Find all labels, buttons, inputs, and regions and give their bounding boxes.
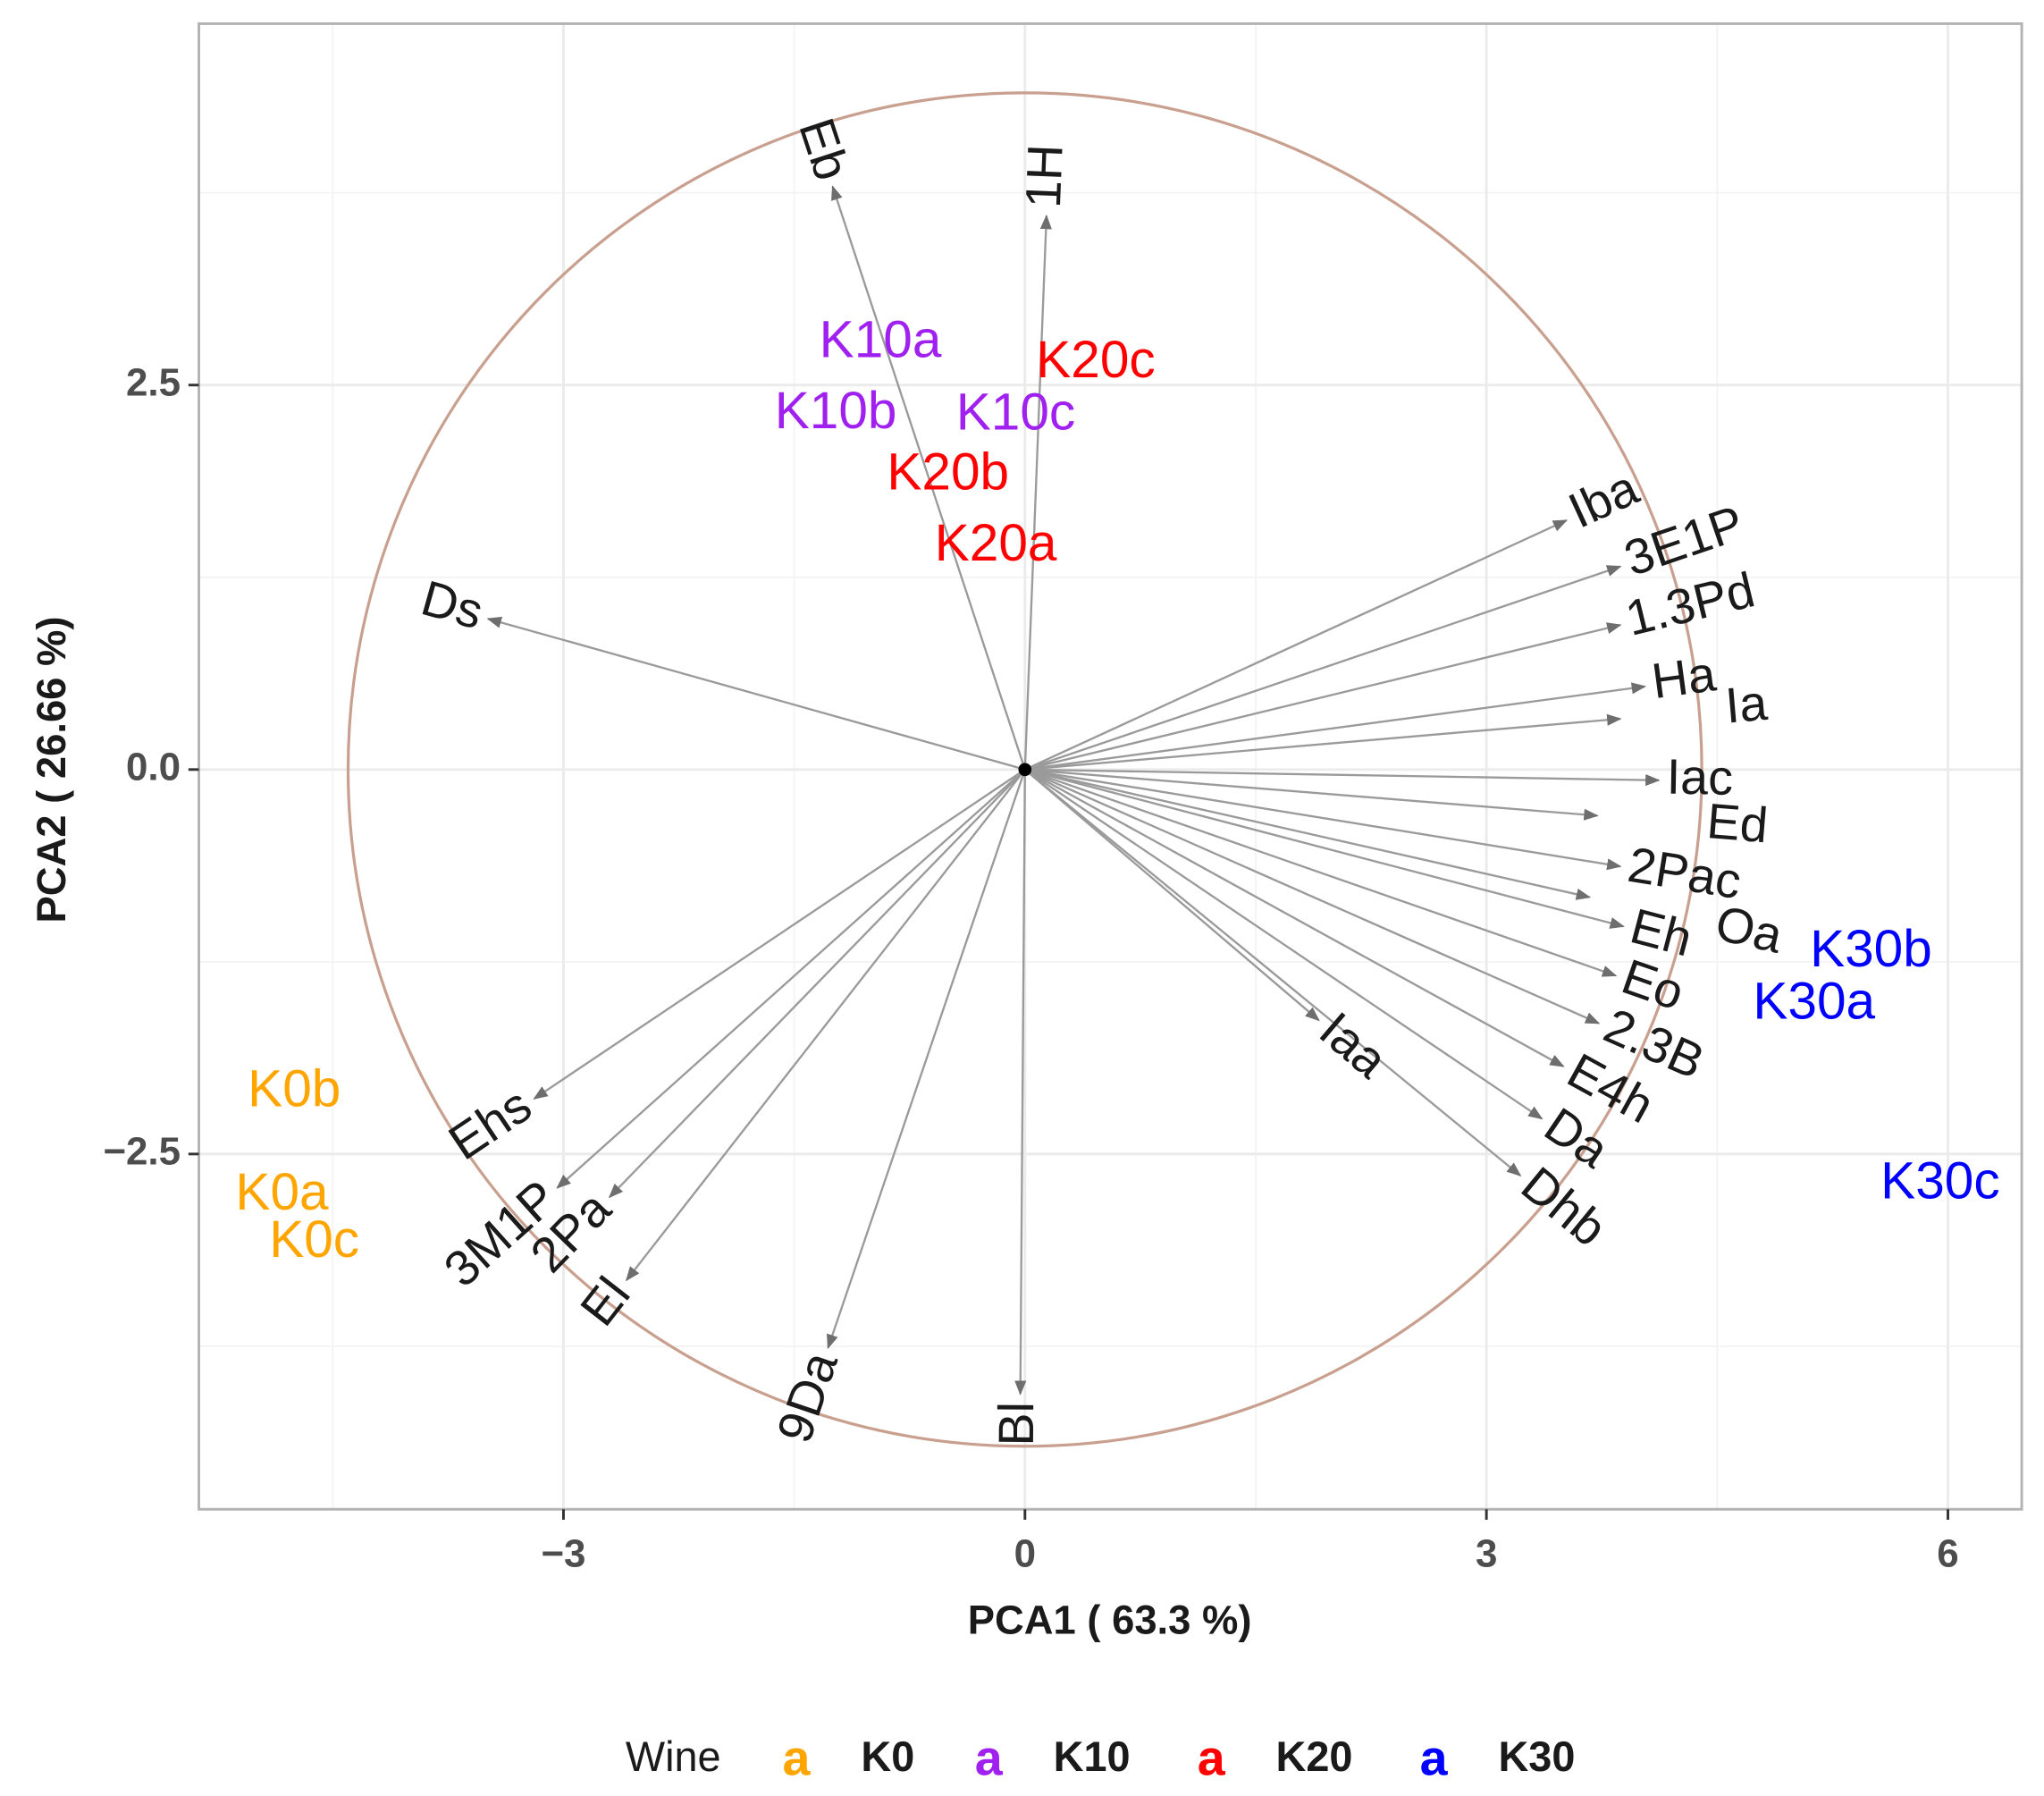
variable-arrow-2.3B <box>1024 768 1601 1024</box>
individual-label-K30c: K30c <box>1880 1152 1999 1210</box>
variable-arrow-Da <box>1024 768 1544 1120</box>
variable-label-Ed: Ed <box>1705 793 1771 853</box>
origin-point <box>1018 763 1032 777</box>
x-tick-label: 3 <box>1476 1532 1497 1576</box>
individual-label-K0a: K0a <box>235 1163 329 1221</box>
panel-border <box>198 21 2023 1511</box>
legend-title: Wine <box>626 1733 721 1780</box>
x-tick-label: 6 <box>1937 1532 1958 1576</box>
legend-label-K0: K0 <box>861 1733 914 1780</box>
individual-label-K10c: K10c <box>956 384 1075 442</box>
legend-key-K10: a <box>975 1730 1004 1785</box>
variable-label-Iac: Iac <box>1666 749 1733 805</box>
variable-arrow-2Pac <box>1024 768 1622 871</box>
variable-label-Bl: Bl <box>988 1402 1044 1446</box>
legend: Wine a K0 a K10 a K20 a K30 <box>626 1730 1576 1785</box>
variable-arrow-Iba <box>1024 519 1569 771</box>
individual-label-K20b: K20b <box>887 443 1009 502</box>
variable-arrow-E4h <box>1024 768 1565 1067</box>
legend-label-K20: K20 <box>1276 1733 1353 1780</box>
individual-label-K20c: K20c <box>1036 331 1155 389</box>
legend-key-K30: a <box>1420 1730 1449 1785</box>
axes-layer: −3 0 3 6 2.5 0.0 −2.5 <box>103 360 1958 1575</box>
y-tick-label: −2.5 <box>103 1129 181 1173</box>
individual-label-K10a: K10a <box>820 311 942 369</box>
y-tick-label: 0.0 <box>126 745 181 788</box>
variable-arrow-Eb <box>831 185 1026 771</box>
correlation-circle <box>346 91 1703 1448</box>
individual-label-K10b: K10b <box>775 382 897 440</box>
variable-arrow-3E1P <box>1024 565 1622 771</box>
variable-arrow-Oa <box>1024 768 1592 900</box>
legend-label-K10: K10 <box>1054 1733 1131 1780</box>
variable-arrow-Dhb <box>1024 768 1522 1176</box>
variable-arrow-Eo <box>1024 768 1618 977</box>
variable-arrow-3M1P <box>556 768 1026 1189</box>
variable-arrow-Bl <box>1014 769 1027 1395</box>
variable-arrow-Ia <box>1024 713 1622 771</box>
variable-arrow-Ed <box>1024 768 1599 821</box>
x-tick-label: −3 <box>541 1532 585 1576</box>
variable-arrow-Eh <box>1024 768 1625 929</box>
variable-arrow-9Da <box>827 769 1026 1350</box>
individual-label-K0b: K0b <box>248 1060 341 1118</box>
y-axis-title: PCA2 ( 26.66 %) <box>29 617 74 923</box>
individual-label-K0c: K0c <box>269 1210 359 1269</box>
individual-label-K20a: K20a <box>935 514 1057 572</box>
legend-key-K20: a <box>1198 1730 1226 1785</box>
variable-arrow-1H <box>1023 214 1052 770</box>
x-axis-title: PCA1 ( 63.3 %) <box>968 1597 1252 1642</box>
correlation-circle-layer <box>346 91 1703 1448</box>
variable-arrow-Iaa <box>1024 768 1320 1022</box>
variable-label-1H: 1H <box>1015 143 1073 208</box>
variable-label-Ha: Ha <box>1648 645 1719 709</box>
variable-arrow-Ds <box>486 616 1026 771</box>
legend-label-K30: K30 <box>1498 1733 1575 1780</box>
variable-arrow-Iac <box>1024 768 1661 787</box>
variable-arrow-Ha <box>1024 682 1647 771</box>
legend-key-K0: a <box>783 1730 812 1785</box>
individual-label-K30b: K30b <box>1810 920 1932 978</box>
variable-arrow-1.3Pd <box>1024 622 1622 771</box>
variable-label-Ia: Ia <box>1723 675 1770 734</box>
x-tick-label: 0 <box>1014 1532 1036 1576</box>
variable-arrow-2Pa <box>608 768 1026 1199</box>
individual-label-K30a: K30a <box>1753 972 1875 1030</box>
variable-arrow-El <box>626 769 1026 1282</box>
y-tick-label: 2.5 <box>126 360 181 404</box>
variable-arrow-Ehs <box>533 768 1026 1100</box>
